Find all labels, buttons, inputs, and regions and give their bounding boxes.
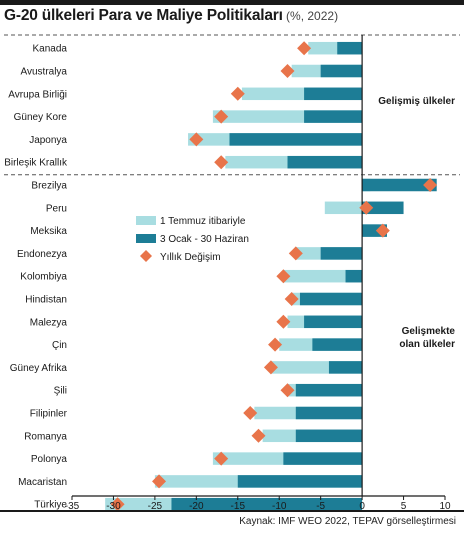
group-label-emerging-1: olan ülkeler <box>399 339 455 350</box>
x-tick-label-8: 5 <box>401 501 407 510</box>
bar-series2-20 <box>171 497 363 510</box>
category-label-0: Kanada <box>33 44 68 55</box>
marker-diamond-4 <box>189 132 204 147</box>
category-label-5: Birleşik Krallık <box>4 158 68 169</box>
category-label-18: Polonya <box>31 454 68 465</box>
bottom-rule <box>0 510 464 512</box>
bar-series2-6 <box>362 178 437 192</box>
bar-series2-15 <box>295 383 363 397</box>
category-label-12: Malezya <box>30 317 68 328</box>
marker-diamond-8 <box>375 223 390 238</box>
category-label-17: Romanya <box>24 431 67 442</box>
bar-series2-5 <box>287 155 363 169</box>
marker-diamond-2 <box>230 86 245 101</box>
marker-diamond-6 <box>423 178 438 192</box>
category-label-8: Meksika <box>30 226 67 237</box>
bar-series1-10 <box>283 269 363 283</box>
legend-label-series2: 3 Ocak - 30 Haziran <box>160 234 249 245</box>
x-tick-label-4: -15 <box>231 501 246 510</box>
marker-diamond-0 <box>297 41 312 56</box>
marker-diamond-12 <box>276 314 291 329</box>
marker-diamond-10 <box>276 269 291 284</box>
bar-series2-19 <box>237 475 363 488</box>
legend-marker-series3 <box>140 250 152 262</box>
marker-diamond-17 <box>251 428 266 443</box>
chart-title: G-20 ülkeleri Para ve Maliye Politikalar… <box>4 7 460 31</box>
top-rule <box>0 0 464 5</box>
group-label-advanced-0: Gelişmiş ülkeler <box>378 96 455 107</box>
bar-series1-7 <box>324 201 363 215</box>
marker-diamond-9 <box>288 246 303 261</box>
marker-diamond-11 <box>284 292 299 306</box>
category-label-6: Brezilya <box>31 181 67 192</box>
marker-diamond-20 <box>110 497 125 510</box>
bar-series2-17 <box>295 429 363 443</box>
bar-series2-10 <box>345 269 363 283</box>
bar-series2-14 <box>328 361 363 374</box>
chart-title-main: G-20 ülkeleri Para ve Maliye Politikalar… <box>4 7 283 24</box>
category-label-4: Japonya <box>29 135 67 146</box>
marker-diamond-13 <box>268 337 283 352</box>
category-label-3: Güney Kore <box>14 112 68 123</box>
bar-series2-3 <box>304 110 363 123</box>
group-label-emerging-0: Gelişmekte <box>402 326 456 337</box>
bar-series2-7 <box>362 201 404 215</box>
x-tick-label-5: -10 <box>272 501 287 510</box>
x-tick-label-1: -30 <box>106 501 121 510</box>
category-label-9: Endonezya <box>17 249 67 260</box>
category-label-1: Avustralya <box>20 67 67 78</box>
category-label-7: Peru <box>46 203 67 214</box>
x-tick-label-6: -5 <box>316 501 325 510</box>
bar-chart: Kanada Avustralya Avrupa Birliği Güney Kore… <box>4 34 460 510</box>
category-label-14: Güney Afrika <box>10 363 68 374</box>
marker-diamond-16 <box>243 406 258 420</box>
category-label-15: Şili <box>54 386 67 397</box>
bar-series2-12 <box>304 315 363 329</box>
marker-diamond-14 <box>263 360 278 375</box>
category-label-19: Macaristan <box>18 477 67 488</box>
category-label-10: Kolombiya <box>20 272 67 283</box>
legend-label-series1: 1 Temmuz itibariyle <box>160 216 246 227</box>
x-tick-label-7: 0 <box>359 501 365 510</box>
x-tick-label-3: -20 <box>189 501 204 510</box>
bar-series2-1 <box>320 64 363 78</box>
category-label-13: Çin <box>52 340 67 351</box>
bar-series2-16 <box>295 406 363 420</box>
marker-diamond-18 <box>214 451 229 466</box>
legend-swatch-series1 <box>136 216 156 225</box>
bar-series2-9 <box>320 247 363 260</box>
category-label-20: Türkiye <box>34 500 67 510</box>
marker-diamond-3 <box>214 109 229 124</box>
chart-title-sub: (%, 2022) <box>282 9 339 23</box>
x-tick-label-0: -35 <box>65 501 80 510</box>
bar-series2-4 <box>229 133 363 146</box>
bar-series2-2 <box>304 87 363 101</box>
marker-diamond-15 <box>280 383 295 398</box>
legend-swatch-series2 <box>136 234 156 243</box>
category-label-16: Filipinler <box>30 409 68 420</box>
x-tick-label-2: -25 <box>148 501 163 510</box>
x-tick-label-9: 10 <box>439 501 451 510</box>
category-label-11: Hindistan <box>25 295 67 306</box>
marker-diamond-1 <box>280 64 295 78</box>
source-note: Kaynak: IMF WEO 2022, TEPAV görselleştir… <box>239 516 456 527</box>
legend-label-series3: Yıllık Değişim <box>160 252 221 263</box>
marker-diamond-7 <box>359 200 374 215</box>
bar-series2-11 <box>299 292 363 306</box>
bar-series2-0 <box>337 41 363 55</box>
bar-series2-18 <box>283 452 363 465</box>
bar-series2-13 <box>312 338 363 351</box>
marker-diamond-5 <box>214 155 229 170</box>
marker-diamond-19 <box>152 474 167 489</box>
category-label-2: Avrupa Birliği <box>8 89 67 100</box>
